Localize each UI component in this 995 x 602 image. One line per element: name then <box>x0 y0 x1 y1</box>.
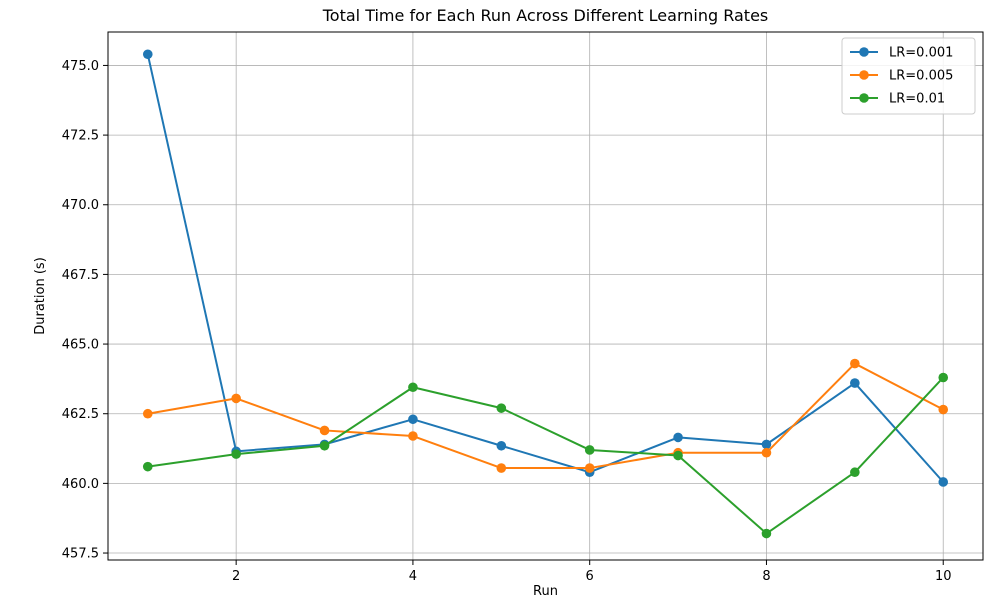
data-point <box>142 461 153 472</box>
x-tick-label: 6 <box>586 569 594 584</box>
data-point <box>584 463 595 473</box>
legend-label: LR=0.001 <box>889 46 953 61</box>
legend-label: LR=0.01 <box>889 92 945 107</box>
data-point <box>496 463 507 473</box>
y-tick-label: 467.5 <box>62 268 99 283</box>
plot-frame <box>107 31 984 561</box>
data-point <box>142 49 153 60</box>
y-tick-label: 460.0 <box>62 477 99 492</box>
x-axis-label: Run <box>533 584 558 599</box>
data-point <box>673 450 683 461</box>
data-point <box>938 477 949 487</box>
data-point <box>761 439 772 450</box>
series-line <box>147 376 944 535</box>
data-point <box>142 408 153 419</box>
data-point <box>761 528 772 539</box>
legend-item: LR=0.005 <box>850 69 953 84</box>
series-2 <box>142 358 949 473</box>
data-point <box>496 403 507 413</box>
y-tick-label: 470.0 <box>62 198 99 213</box>
legend-marker <box>859 70 869 80</box>
x-tick-label: 2 <box>232 569 240 584</box>
y-axis-ticks: 457.5 460.0 462.5 465.0 467.5 470.0 472.5 475.0 <box>62 59 108 562</box>
data-point <box>761 447 772 458</box>
legend-label: LR=0.005 <box>889 69 953 84</box>
y-tick-label: 457.5 <box>62 547 99 562</box>
data-point <box>850 467 860 478</box>
series-line <box>147 362 944 470</box>
data-point <box>319 425 330 436</box>
x-axis-ticks: 2 4 6 8 10 <box>232 560 952 584</box>
series-line <box>146 54 944 483</box>
x-tick-label: 8 <box>762 569 770 584</box>
legend: LR=0.001 LR=0.005 LR=0.01 <box>841 37 976 115</box>
x-tick-label: 10 <box>935 569 952 584</box>
x-tick-label: 4 <box>409 569 417 584</box>
data-point <box>850 358 860 369</box>
data-point <box>673 432 683 443</box>
grid <box>108 32 983 560</box>
data-point <box>938 404 949 415</box>
legend-marker <box>859 47 869 57</box>
y-axis-label: Duration (s) <box>33 257 48 335</box>
series-group <box>142 49 949 539</box>
data-point <box>938 372 949 383</box>
series-1 <box>142 49 949 487</box>
data-point <box>408 382 418 393</box>
data-point <box>408 414 418 425</box>
y-tick-label: 462.5 <box>62 407 99 422</box>
legend-item: LR=0.01 <box>850 92 945 107</box>
chart-title: Total Time for Each Run Across Different… <box>322 6 769 25</box>
series-3 <box>142 372 949 539</box>
legend-box <box>841 37 976 115</box>
data-point <box>850 378 860 388</box>
data-point <box>231 393 241 404</box>
data-point <box>231 449 241 459</box>
data-point <box>408 431 418 441</box>
legend-item: LR=0.001 <box>850 46 953 61</box>
y-tick-label: 475.0 <box>62 59 99 74</box>
data-point <box>319 440 330 451</box>
data-point <box>496 440 507 451</box>
legend-marker <box>859 93 869 103</box>
y-tick-label: 472.5 <box>62 129 99 144</box>
data-point <box>584 445 595 455</box>
y-tick-label: 465.0 <box>62 338 99 353</box>
